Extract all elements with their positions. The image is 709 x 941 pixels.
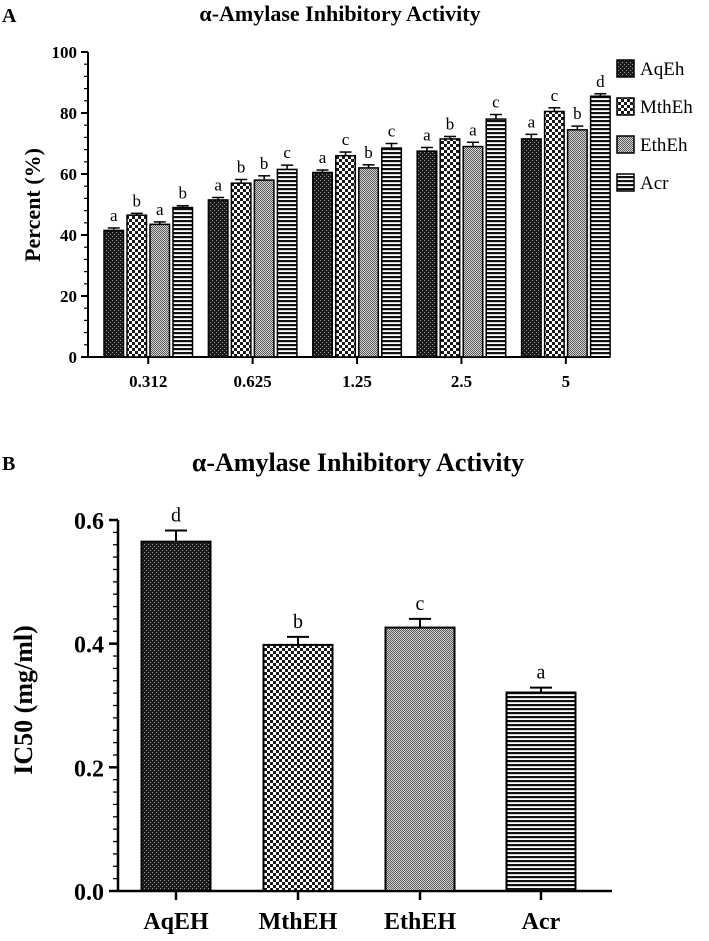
panel-a-significance-label: a bbox=[110, 206, 118, 225]
panel-a-significance-label: c bbox=[551, 86, 559, 105]
panel-a-bar bbox=[253, 179, 275, 358]
panel-b-bar bbox=[262, 643, 334, 892]
panel-a-significance-label: c bbox=[492, 93, 500, 112]
panel-a-letter: A bbox=[2, 5, 17, 27]
panel-a-legend-label: AqEh bbox=[640, 59, 685, 80]
panel-a-legend-label: EthEh bbox=[640, 135, 688, 156]
panel-a-x-tick-label: 2.5 bbox=[451, 372, 472, 391]
panel-a-y-axis-label: Percent (%) bbox=[20, 148, 45, 262]
panel-b-y-tick-label: 0.4 bbox=[74, 633, 104, 659]
panel-a-x-tick-label: 1.25 bbox=[342, 372, 372, 391]
panel-b-y-axis-label: IC50 (mg/ml) bbox=[9, 625, 38, 774]
panel-a-y-tick-label: 20 bbox=[60, 287, 77, 306]
panel-b-bar bbox=[140, 540, 212, 892]
panel-a-significance-label: a bbox=[214, 175, 222, 194]
panel-a-significance-label: b bbox=[179, 184, 188, 203]
panel-a-significance-label: c bbox=[388, 122, 396, 141]
panel-a-bar bbox=[416, 150, 438, 358]
panel-a-title: α-Amylase Inhibitory Activity bbox=[199, 1, 480, 26]
panel-a-bar bbox=[543, 110, 565, 358]
panel-a-legend-label: MthEh bbox=[640, 97, 693, 118]
panel-a-significance-label: a bbox=[528, 112, 536, 131]
panel-a-bar bbox=[207, 199, 229, 358]
panel-a-x-tick-label: 0.312 bbox=[129, 372, 167, 391]
panel-b-y-tick-label: 0.2 bbox=[74, 756, 104, 782]
panel-a-bar bbox=[520, 138, 542, 358]
panel-b-x-tick-label: Acr bbox=[522, 909, 561, 935]
panel-a-significance-label: c bbox=[283, 143, 291, 162]
panel-a-bar bbox=[312, 171, 334, 358]
panel-a-significance-label: a bbox=[156, 200, 164, 219]
panel-a-bar bbox=[172, 206, 194, 358]
panel-a-significance-label: c bbox=[342, 130, 350, 149]
panel-b-x-tick-label: AqEH bbox=[143, 909, 209, 935]
panel-a-bar bbox=[381, 147, 403, 358]
panel-a-x-tick-label: 5 bbox=[562, 372, 571, 391]
panel-a-legend-swatch bbox=[616, 97, 635, 116]
panel-a-y-tick-label: 40 bbox=[60, 226, 77, 245]
panel-a-y-tick-label: 0 bbox=[69, 348, 78, 367]
panel-b-title: α-Amylase Inhibitory Activity bbox=[192, 448, 524, 477]
panel-b-y-tick-label: 0.6 bbox=[74, 509, 104, 535]
panel-b-bar bbox=[384, 626, 456, 893]
panel-a-significance-label: b bbox=[260, 154, 269, 173]
panel-a-legend-swatch bbox=[616, 173, 635, 192]
panel-a-bar bbox=[439, 138, 461, 358]
panel-a-significance-label: b bbox=[133, 191, 142, 210]
panel-a-significance-label: b bbox=[446, 114, 455, 133]
panel-a-legend-swatch bbox=[616, 135, 635, 154]
panel-a-bar bbox=[276, 168, 298, 358]
panel-a-significance-label: b bbox=[237, 157, 246, 176]
panel-a-y-tick-label: 80 bbox=[60, 104, 77, 123]
panel-b-significance-label: d bbox=[171, 505, 181, 527]
panel-a-bar bbox=[230, 182, 252, 358]
panel-a-bar bbox=[335, 154, 357, 358]
panel-a-significance-label: b bbox=[573, 104, 582, 123]
panel-a-legend: AqEh MthEh EthEh Acr bbox=[616, 59, 693, 194]
panel-a-significance-label: d bbox=[596, 72, 605, 91]
panel-a-legend-swatch bbox=[616, 59, 635, 78]
panel-a-bar bbox=[149, 223, 171, 358]
panel-b-x-tick-label: MthEH bbox=[259, 909, 338, 935]
panel-a-significance-label: a bbox=[469, 120, 477, 139]
panel-a-significance-label: a bbox=[319, 148, 327, 167]
panel-a-legend-label: Acr bbox=[640, 173, 669, 194]
panel-a-bar bbox=[358, 167, 380, 358]
panel-a-y-tick-label: 60 bbox=[60, 165, 77, 184]
panel-a-bar bbox=[485, 118, 507, 358]
panel-b-letter: B bbox=[2, 453, 15, 475]
panel-b-chart: 0.0 0.2 0.4 0.6 d AqEH b MthEH c EthEH a Acr bbox=[74, 505, 612, 935]
panel-a-y-tick-label: 100 bbox=[52, 43, 78, 62]
panel-b-bar bbox=[505, 691, 577, 893]
panel-a-bar bbox=[589, 95, 611, 358]
panel-a-significance-label: a bbox=[423, 125, 431, 144]
panel-b-significance-label: b bbox=[293, 611, 303, 633]
panel-b-significance-label: c bbox=[416, 593, 425, 615]
panel-b-x-tick-label: EthEH bbox=[384, 909, 456, 935]
panel-b-significance-label: a bbox=[537, 662, 546, 684]
panel-a-bar bbox=[462, 145, 484, 358]
panel-b-y-tick-label: 0.0 bbox=[74, 880, 104, 906]
panel-a-bar bbox=[103, 229, 125, 358]
panel-a-bar bbox=[126, 214, 148, 358]
panel-a-bar bbox=[566, 129, 588, 358]
panel-a-x-tick-label: 0.625 bbox=[234, 372, 272, 391]
panel-a-significance-label: b bbox=[364, 143, 373, 162]
